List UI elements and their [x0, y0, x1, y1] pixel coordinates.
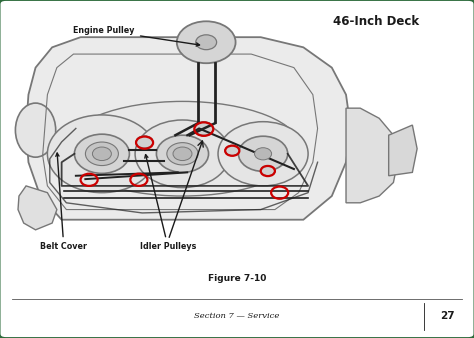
- Ellipse shape: [64, 101, 301, 196]
- Circle shape: [167, 143, 198, 165]
- Circle shape: [177, 21, 236, 63]
- Circle shape: [196, 35, 217, 50]
- Circle shape: [136, 136, 153, 148]
- Circle shape: [218, 122, 308, 186]
- Circle shape: [47, 115, 156, 193]
- Polygon shape: [190, 34, 220, 54]
- Ellipse shape: [15, 103, 56, 157]
- Circle shape: [156, 135, 209, 172]
- Circle shape: [92, 147, 111, 161]
- Circle shape: [238, 136, 288, 171]
- Polygon shape: [26, 37, 351, 220]
- Text: Belt Cover: Belt Cover: [40, 153, 87, 251]
- Circle shape: [173, 147, 192, 161]
- Circle shape: [85, 142, 118, 166]
- Circle shape: [225, 145, 239, 155]
- Text: Section 7 — Service: Section 7 — Service: [194, 312, 280, 320]
- Text: 46-Inch Deck: 46-Inch Deck: [333, 16, 419, 28]
- Circle shape: [261, 166, 275, 176]
- Circle shape: [74, 134, 129, 173]
- Polygon shape: [389, 125, 417, 176]
- Text: 27: 27: [441, 311, 455, 321]
- Polygon shape: [346, 108, 398, 203]
- Text: Idler Pulleys: Idler Pulleys: [140, 154, 196, 251]
- Polygon shape: [18, 186, 57, 230]
- Text: 0.435: 0.435: [0, 337, 4, 338]
- Circle shape: [194, 122, 213, 135]
- Text: Engine Pulley: Engine Pulley: [73, 26, 200, 46]
- Text: Figure 7-10: Figure 7-10: [208, 274, 266, 283]
- Circle shape: [255, 148, 272, 160]
- Circle shape: [135, 120, 230, 188]
